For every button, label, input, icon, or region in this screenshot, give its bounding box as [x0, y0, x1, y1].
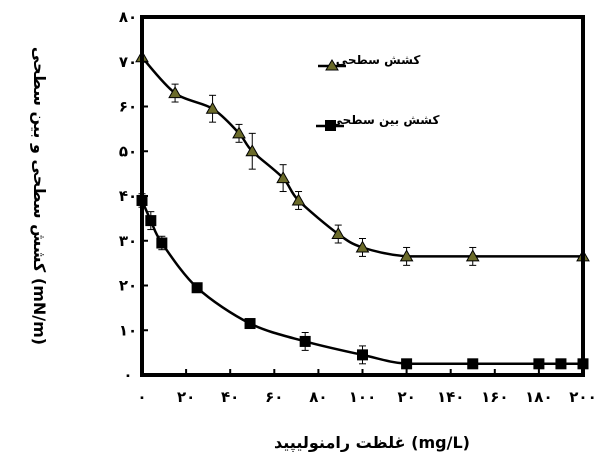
data-point-square — [467, 358, 479, 370]
y-tick-label: ۳۰ — [119, 232, 137, 250]
data-point-triangle — [465, 249, 480, 262]
legend: کشش سطحی کشش بین سطحی — [316, 53, 440, 131]
x-tick-label: ۱۸۰ — [525, 388, 552, 406]
data-point-triangle — [399, 249, 414, 262]
legend-label-interfacial-tension: کشش بین سطحی — [331, 113, 440, 127]
y-tick-label: ۴۰ — [119, 187, 137, 205]
x-tick-label: ۸۰ — [309, 388, 327, 406]
x-tick-label: ۲۰ — [397, 388, 415, 406]
data-point-square — [156, 237, 168, 249]
x-tick-label: ۱۰۰ — [349, 388, 376, 406]
y-axis-title: کشش سطحی و بین سطحی (mN/m) — [30, 47, 49, 345]
x-axis-title: غلظت رامنولیپید (mg/L) — [274, 433, 470, 453]
x-tick-label: ۶۰ — [265, 388, 283, 406]
y-tick-label: ۲۰ — [119, 277, 137, 295]
data-point-square — [533, 358, 545, 370]
data-point-triangle — [205, 101, 220, 114]
data-point-square — [555, 358, 567, 370]
data-point-triangle — [331, 227, 346, 240]
y-tick-label: ۱۰ — [119, 321, 137, 339]
x-tick-label: ۲۰۰ — [569, 388, 596, 406]
data-point-triangle — [168, 86, 182, 99]
data-point-triangle — [232, 126, 246, 139]
data-point-triangle — [355, 240, 370, 253]
y-tick-label: ۰ — [123, 366, 132, 384]
data-point-square — [401, 358, 413, 370]
y-tick-label: ۸۰ — [119, 8, 137, 26]
x-tick-label: ۱۶۰ — [481, 388, 508, 406]
y-tick-label: ۶۰ — [119, 98, 137, 116]
data-point-triangle — [291, 193, 306, 206]
data-point-square — [145, 215, 157, 227]
data-point-triangle — [276, 171, 290, 184]
x-tick-label: ۰ — [137, 388, 146, 406]
y-tick-label: ۷۰ — [119, 53, 137, 71]
legend-marker-square — [325, 120, 336, 131]
data-point-triangle — [245, 144, 260, 157]
data-point-square — [244, 318, 256, 330]
legend-marker-triangle — [325, 59, 339, 71]
data-point-square — [357, 349, 368, 361]
axis-ticks: ۰ ۱۰ ۲۰ ۳۰ ۴۰ ۵۰ ۶۰ ۷۰ ۸۰ ۰ ۲۰ ۴۰ ۶۰ ۸۰ ۱۰۰ ۲۰ ۱۴۰ ۱۶۰ ۱۸۰… — [119, 8, 597, 406]
x-tick-label: ۱۴۰ — [437, 388, 464, 406]
data-point-square — [299, 335, 311, 347]
y-tick-label: ۵۰ — [119, 142, 137, 160]
x-tick-label: ۲۰ — [177, 388, 195, 406]
x-tick-label: ۴۰ — [221, 388, 239, 406]
plot-area — [142, 17, 583, 375]
data-point-square — [191, 282, 203, 294]
legend-label-surface-tension: کشش سطحی — [336, 53, 421, 67]
